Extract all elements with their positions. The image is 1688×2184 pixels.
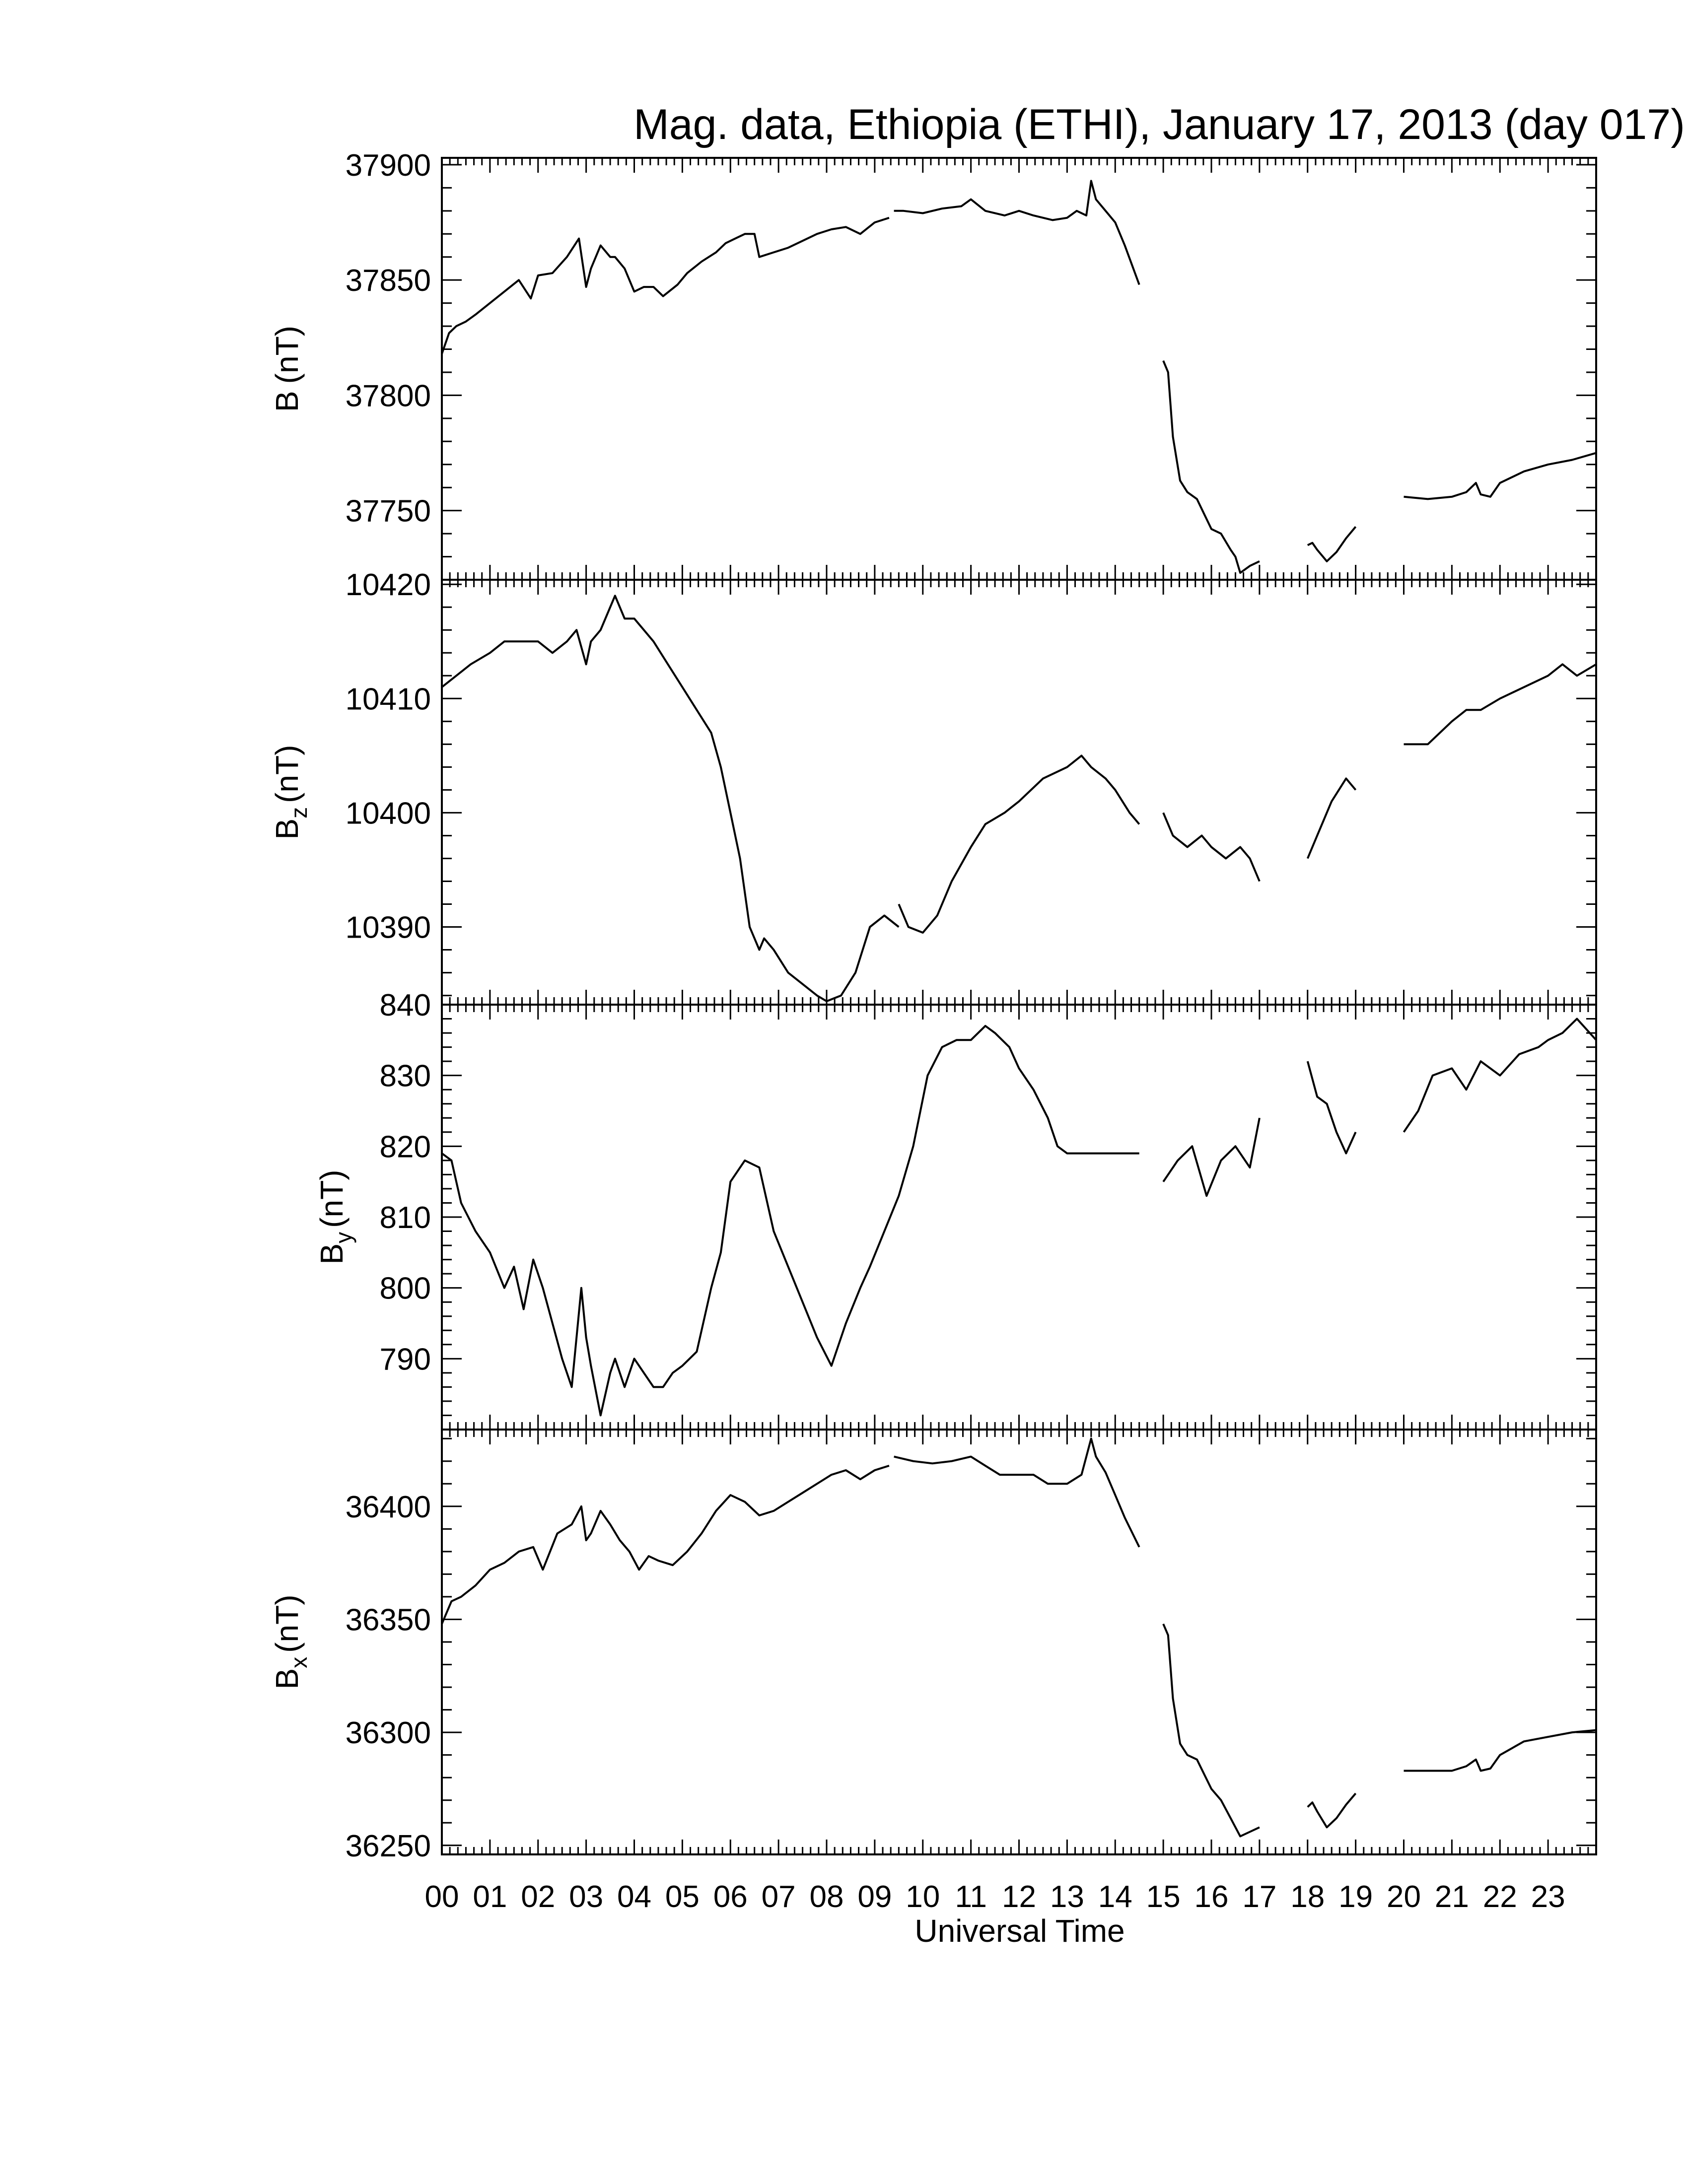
series-line-b-total-segment-2 — [1162, 360, 1260, 574]
y-axis-label: B (nT) — [269, 326, 305, 412]
series-line-bx-segment-2 — [1162, 1623, 1260, 1838]
x-tick-label: 03 — [569, 1880, 603, 1914]
y-axis-label: Bz (nT) — [269, 745, 312, 840]
y-tick-label: 37900 — [346, 148, 431, 183]
y-axis-label: By (nT) — [314, 1170, 356, 1265]
x-axis-label: Universal Time — [914, 1913, 1125, 1949]
y-tick-label: 10390 — [346, 911, 431, 945]
x-tick-label: 19 — [1338, 1880, 1373, 1914]
x-tick-label: 02 — [521, 1880, 555, 1914]
y-tick-label: 36300 — [346, 1716, 431, 1750]
panel-bx: 36400 36350 36300 36250 Bx (nT) — [269, 1429, 1597, 1863]
series-line-by-segment-0 — [442, 1024, 1139, 1417]
y-axis-label: Bx (nT) — [269, 1595, 312, 1690]
x-tick-label: 09 — [857, 1880, 892, 1914]
y-tick-label: 37800 — [346, 379, 431, 413]
x-tick-label: 21 — [1435, 1880, 1469, 1914]
y-axis-label-subscript: x — [286, 1657, 312, 1668]
y-tick-label: 10400 — [346, 796, 431, 830]
x-tick-label: 05 — [665, 1880, 700, 1914]
series-line-b-total-segment-3 — [1307, 526, 1357, 562]
panel-frame — [441, 1429, 1597, 1855]
series-line-bx-segment-4 — [1404, 1729, 1596, 1772]
x-tick-label: 13 — [1050, 1880, 1084, 1914]
panel-by: 840 830 820 810 800 790 By (nT) — [314, 988, 1597, 1431]
y-tick-label: 800 — [380, 1272, 431, 1306]
panel-b-total: 37900 37850 37800 37750 B (nT) — [269, 148, 1597, 581]
y-axis-label-symbol: B — [269, 819, 305, 840]
x-tick-label: 01 — [473, 1880, 507, 1914]
series-line-bz-segment-2 — [1162, 812, 1261, 882]
series-line-by-segment-2 — [1306, 1061, 1357, 1155]
series-line-b-total-segment-0 — [442, 216, 890, 354]
y-axis-label-symbol: B — [269, 391, 305, 412]
x-tick-label: 22 — [1483, 1880, 1517, 1914]
y-tick-label: 790 — [380, 1342, 431, 1376]
series-line-bz-segment-4 — [1404, 663, 1596, 746]
y-tick-label: 820 — [380, 1130, 431, 1164]
x-tick-label: 11 — [955, 1880, 986, 1914]
y-axis-label-unit: (nT) — [269, 1595, 305, 1653]
y-axis-label-unit: (nT) — [314, 1170, 350, 1228]
series-line-by-segment-1 — [1162, 1117, 1261, 1197]
x-tick-label: 23 — [1531, 1880, 1565, 1914]
x-axis-tick-labels: 00 01 02 03 04 05 06 07 08 09 10 11 12 13 14 15 16 17 18 19… — [425, 1880, 1565, 1914]
series-line-bz-segment-3 — [1306, 777, 1357, 859]
x-tick-label: 06 — [713, 1880, 748, 1914]
x-tick-label: 17 — [1242, 1880, 1276, 1914]
y-axis-label-unit: (nT) — [269, 745, 305, 803]
series-line-bz-segment-1 — [898, 754, 1140, 934]
x-tick-label: 15 — [1146, 1880, 1181, 1914]
y-tick-label: 10420 — [346, 568, 431, 602]
x-tick-label: 04 — [617, 1880, 651, 1914]
y-tick-label: 810 — [380, 1201, 431, 1235]
x-tick-label: 12 — [1002, 1880, 1036, 1914]
series-line-bx-segment-1 — [894, 1437, 1140, 1548]
y-axis-label-unit: (nT) — [269, 326, 305, 384]
y-tick-label: 830 — [380, 1059, 431, 1093]
series-line-bx-segment-3 — [1307, 1792, 1357, 1829]
y-axis-label-symbol: B — [269, 1668, 305, 1690]
panel-frame — [441, 579, 1597, 1006]
series-line-bx-segment-0 — [442, 1464, 890, 1625]
chart-title: Mag. data, Ethiopia (ETHI), January 17, … — [633, 101, 1685, 148]
x-tick-label: 10 — [906, 1880, 940, 1914]
x-tick-label: 00 — [425, 1880, 459, 1914]
series-line-bz-segment-0 — [442, 595, 900, 1003]
x-tick-label: 18 — [1290, 1880, 1325, 1914]
x-tick-label: 08 — [810, 1880, 844, 1914]
y-tick-label: 840 — [380, 988, 431, 1023]
x-tick-label: 16 — [1195, 1880, 1229, 1914]
x-tick-label: 20 — [1387, 1880, 1421, 1914]
y-tick-label: 37850 — [346, 264, 431, 298]
series-line-b-total-segment-1 — [894, 180, 1140, 285]
y-axis-label-subscript: z — [286, 807, 312, 819]
series-line-b-total-segment-4 — [1404, 452, 1596, 500]
y-tick-label: 36250 — [346, 1829, 431, 1863]
panel-frame — [441, 157, 1597, 581]
y-tick-label: 36400 — [346, 1490, 431, 1524]
x-tick-label: 14 — [1098, 1880, 1132, 1914]
panels: 37900 37850 37800 37750 B (nT) 10420 10410 10400… — [269, 148, 1597, 1863]
panel-bz: 10420 10410 10400 10390 Bz (nT) — [269, 568, 1597, 1006]
series-line-by-segment-3 — [1403, 1018, 1596, 1133]
y-axis-label-symbol: B — [314, 1243, 350, 1265]
y-tick-label: 37750 — [346, 494, 431, 529]
y-tick-label: 36350 — [346, 1603, 431, 1637]
x-tick-label: 07 — [762, 1880, 796, 1914]
y-tick-label: 10410 — [346, 682, 431, 716]
y-axis-label-subscript: y — [331, 1232, 356, 1243]
